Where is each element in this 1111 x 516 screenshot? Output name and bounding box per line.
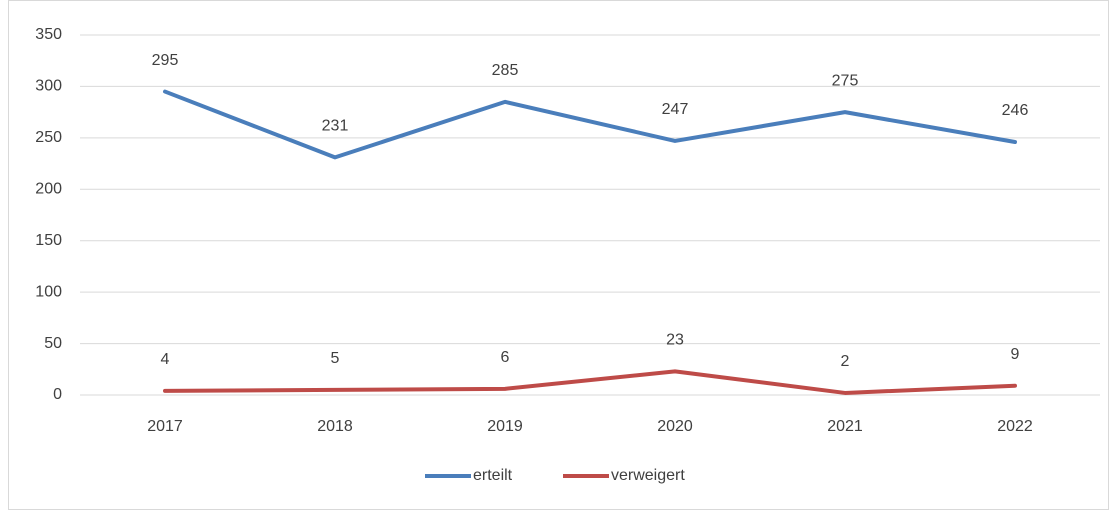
data-label: 5 xyxy=(331,350,340,367)
y-tick-label: 0 xyxy=(53,386,62,403)
x-tick-label: 2021 xyxy=(827,418,863,435)
y-tick-label: 150 xyxy=(35,232,62,249)
data-label: 23 xyxy=(666,332,684,349)
x-tick-label: 2017 xyxy=(147,418,183,435)
data-label: 4 xyxy=(161,351,170,368)
series-line xyxy=(163,369,1017,395)
legend-label: erteilt xyxy=(473,467,513,484)
y-tick-label: 200 xyxy=(35,181,62,198)
data-label: 246 xyxy=(1002,102,1029,119)
y-tick-label: 300 xyxy=(35,78,62,95)
legend-label: verweigert xyxy=(611,467,685,484)
data-label: 275 xyxy=(832,72,859,89)
series-line xyxy=(163,89,1017,160)
y-tick-label: 50 xyxy=(44,335,62,352)
x-tick-label: 2018 xyxy=(317,418,353,435)
data-label: 295 xyxy=(152,52,179,69)
x-tick-label: 2020 xyxy=(657,418,693,435)
data-label: 6 xyxy=(501,349,510,366)
y-tick-label: 100 xyxy=(35,283,62,300)
y-tick-label: 250 xyxy=(35,129,62,146)
data-label: 247 xyxy=(662,101,689,118)
data-label: 9 xyxy=(1011,346,1020,363)
data-label: 2 xyxy=(841,353,850,370)
y-tick-label: 350 xyxy=(35,26,62,43)
chart-frame xyxy=(8,0,1109,510)
x-tick-label: 2022 xyxy=(997,418,1033,435)
data-label: 231 xyxy=(322,118,349,135)
data-label: 285 xyxy=(492,62,519,79)
x-tick-label: 2019 xyxy=(487,418,523,435)
